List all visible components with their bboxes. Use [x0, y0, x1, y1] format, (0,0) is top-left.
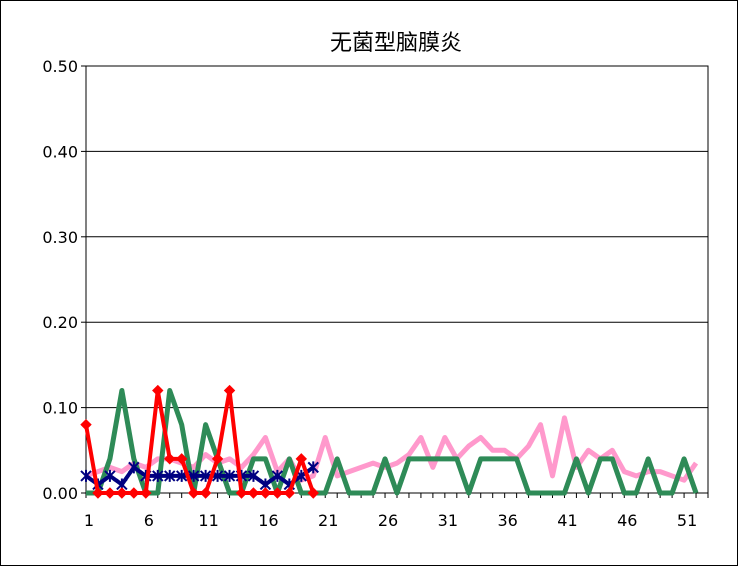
data-point	[164, 469, 176, 482]
data-point	[175, 453, 188, 465]
plot-frame	[85, 65, 709, 494]
y-tick-label: 0.30	[42, 228, 78, 247]
x-tick-label: 16	[258, 511, 278, 530]
data-point	[128, 461, 140, 474]
data-point	[152, 469, 164, 482]
x-tick-label: 21	[318, 511, 338, 530]
x-tick-label: 41	[557, 511, 577, 530]
data-point	[164, 453, 176, 465]
data-point	[211, 453, 224, 465]
x-tick-label: 31	[438, 511, 458, 530]
data-point	[116, 487, 128, 499]
chart-title: 无菌型脑膜炎	[330, 31, 462, 56]
y-tick-label: 0.00	[42, 484, 78, 503]
series-4	[80, 384, 319, 499]
x-tick-label: 1	[84, 511, 94, 530]
y-tick-label: 0.10	[42, 399, 78, 418]
x-axis: 1 6 11 16 21 26 31 36 41 46 51	[84, 493, 709, 530]
data-point	[140, 487, 152, 499]
data-point	[259, 487, 272, 499]
x-tick-label: 36	[497, 511, 517, 530]
data-point	[271, 487, 284, 499]
data-point	[187, 487, 200, 499]
data-point	[80, 418, 92, 431]
data-point	[223, 384, 236, 397]
data-point	[295, 453, 308, 465]
plot-area: 0.000.100.200.300.400.50 1 6 11 16 21 26 31 36 4…	[42, 57, 709, 530]
data-point	[128, 487, 140, 499]
data-point	[271, 469, 284, 482]
data-point	[152, 384, 164, 397]
data-point	[235, 487, 248, 499]
y-tick-label: 0.40	[42, 142, 78, 161]
y-tick-label: 0.20	[42, 313, 78, 332]
x-tick-label: 6	[144, 511, 154, 530]
data-point	[307, 461, 319, 474]
y-tick-label: 0.50	[42, 57, 78, 76]
x-tick-label: 11	[198, 511, 218, 530]
data-point	[92, 487, 104, 499]
data-point	[80, 469, 92, 482]
data-point	[104, 487, 116, 499]
data-point	[223, 469, 236, 482]
x-tick-label: 26	[378, 511, 398, 530]
data-point	[104, 469, 116, 482]
series-2	[86, 388, 699, 496]
data-point	[199, 487, 212, 499]
gridlines	[86, 65, 708, 409]
x-tick-label: 51	[677, 511, 697, 530]
y-axis: 0.00 0.10 0.20 0.30 0.40 0.50	[42, 57, 86, 503]
x-tick-label: 46	[617, 511, 637, 530]
data-point	[247, 469, 260, 482]
data-point	[283, 487, 296, 499]
series-layer	[80, 384, 699, 499]
series-line	[86, 388, 699, 496]
data-point	[307, 487, 319, 499]
data-point	[247, 487, 260, 499]
